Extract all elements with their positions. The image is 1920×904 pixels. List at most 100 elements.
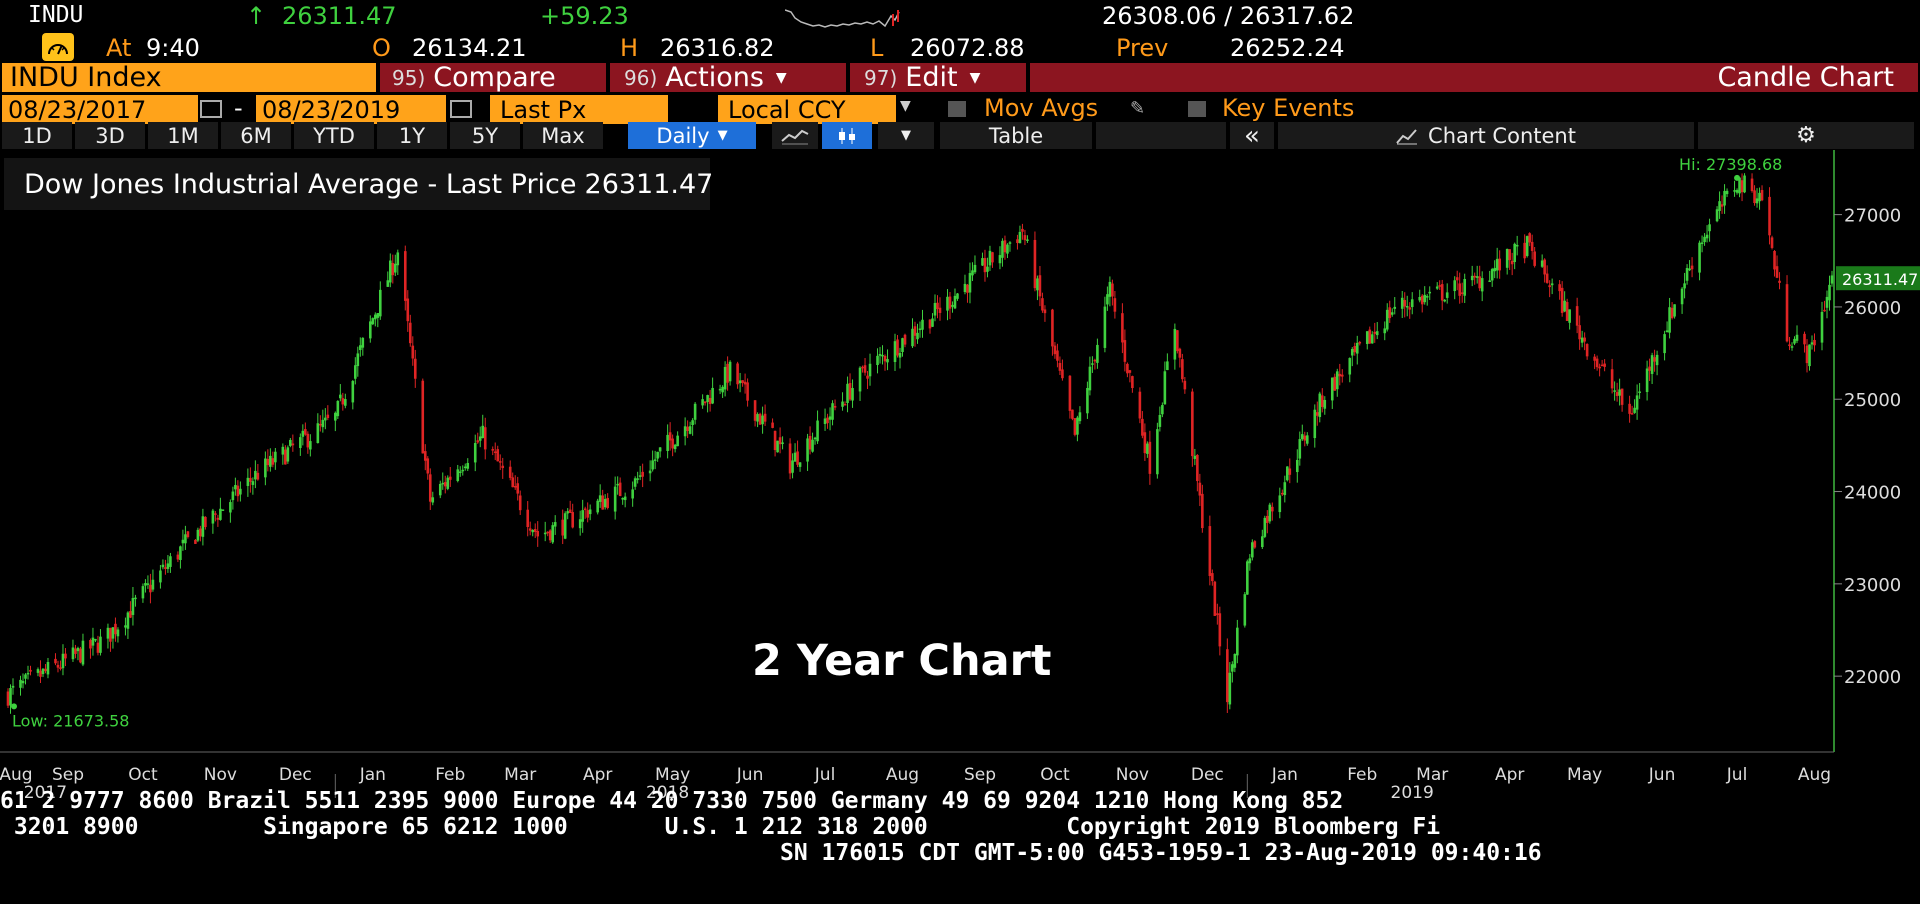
end-date-field[interactable]: 08/23/2019 (256, 95, 446, 124)
collapse-button[interactable]: « (1230, 121, 1274, 151)
candle-body (186, 531, 190, 538)
candle-body (1056, 350, 1059, 361)
candle-body (356, 353, 360, 367)
candle-body (651, 460, 654, 470)
candle-body (61, 653, 65, 669)
chevron-down-icon[interactable]: ▼ (900, 98, 911, 114)
candle-body (1076, 417, 1079, 435)
key-events-label[interactable]: Key Events (1222, 94, 1355, 122)
chevron-down-icon: ▼ (969, 69, 981, 86)
range-max[interactable]: Max (523, 122, 603, 149)
range-1d[interactable]: 1D (2, 122, 72, 149)
candle-body (1480, 278, 1484, 292)
line-chart-icon[interactable] (772, 122, 818, 149)
table-button[interactable]: Table (940, 122, 1092, 149)
candle-body (1705, 234, 1709, 239)
pencil-icon[interactable]: ✎ (1130, 98, 1146, 119)
candle-body (691, 420, 694, 426)
candle-body (1211, 573, 1214, 582)
candle-body (428, 474, 432, 502)
range-5y[interactable]: 5Y (450, 122, 520, 149)
price-field-select[interactable]: Last Px (490, 95, 668, 124)
candle-body (426, 458, 430, 474)
candle-body (326, 414, 330, 419)
candle-body (1508, 249, 1511, 261)
calendar-icon[interactable] (200, 100, 222, 118)
candle-body (636, 478, 639, 480)
last-price-tag-label: 26311.47 (1842, 270, 1918, 289)
hi-label: Hi: 27398.68 (1679, 155, 1782, 174)
candle-body (371, 318, 375, 325)
candle-body (898, 352, 902, 358)
candle-body (878, 354, 882, 356)
candle-body (616, 483, 619, 486)
compare-button[interactable]: 95) Compare (380, 62, 606, 93)
candle-body (1600, 364, 1604, 367)
candle-body (1453, 280, 1457, 292)
candle-body (1091, 363, 1094, 365)
range-1y[interactable]: 1Y (377, 122, 447, 149)
candle-body (236, 485, 240, 497)
chart-options-dropdown[interactable]: ▼ (878, 122, 934, 149)
candle-body (1183, 380, 1187, 390)
x-tick-label: Aug (1798, 765, 1831, 785)
range-6m[interactable]: 6M (221, 122, 291, 149)
candle-body (1368, 329, 1372, 344)
mov-avgs-checkbox[interactable] (948, 101, 966, 117)
calendar-icon[interactable] (450, 100, 472, 118)
candle-body (406, 298, 410, 322)
candle-body (1778, 280, 1781, 283)
candle-body (688, 426, 692, 434)
candle-body (1683, 283, 1686, 289)
candle-body (728, 361, 732, 382)
candle-body (1156, 429, 1159, 475)
candle-body (1703, 236, 1706, 243)
candle-body (388, 260, 392, 283)
candle-body (264, 458, 267, 478)
candle-body (1078, 412, 1082, 422)
actions-button[interactable]: 96) Actions ▼ (610, 62, 846, 93)
candle-body (1283, 482, 1287, 496)
candle-body (596, 500, 599, 513)
period-select[interactable]: Daily ▼ (628, 122, 756, 149)
gear-icon[interactable]: ⚙ (1698, 122, 1914, 149)
candle-body (1598, 366, 1601, 369)
security-field[interactable]: INDU Index (2, 62, 376, 93)
candle-body (1163, 371, 1167, 405)
candle-body (411, 345, 415, 359)
start-date-field[interactable]: 08/23/2017 (2, 95, 198, 124)
alert-icon[interactable] (42, 33, 74, 61)
candle-body (1563, 300, 1566, 312)
candle-body (1335, 371, 1339, 390)
candle-body (1058, 362, 1062, 371)
candle-body (1126, 363, 1129, 374)
candle-body (618, 482, 622, 497)
candle-body (953, 295, 957, 309)
range-3d[interactable]: 3D (75, 122, 145, 149)
edit-button[interactable]: 97) Edit ▼ (850, 62, 1026, 93)
range-ytd[interactable]: YTD (294, 122, 374, 149)
range-1m[interactable]: 1M (148, 122, 218, 149)
candle-body (1088, 366, 1092, 391)
candle-body (79, 648, 82, 663)
candle-body (393, 263, 397, 273)
candle-body (738, 380, 742, 384)
candle-body (1760, 190, 1764, 201)
candle-body (1610, 369, 1614, 389)
key-events-checkbox[interactable] (1188, 101, 1206, 117)
candle-body (359, 345, 362, 351)
candle-chart-icon[interactable] (822, 122, 872, 149)
currency-select[interactable]: Local CCY (718, 95, 896, 124)
candle-body (868, 363, 872, 377)
candle-body (1385, 309, 1389, 330)
candle-body (1268, 504, 1272, 522)
chart-content-button[interactable]: Chart Content (1278, 122, 1694, 149)
candle-body (1166, 361, 1169, 371)
mov-avgs-label[interactable]: Mov Avgs (984, 94, 1099, 122)
candle-body (831, 403, 834, 420)
candle-body (603, 498, 607, 508)
candle-body (319, 423, 322, 426)
candle-chart[interactable]: 22000 23000 24000 25000 26000 27000 Hi: 27398.… (0, 150, 1920, 800)
candle-body (706, 395, 709, 402)
candle-body (1111, 283, 1114, 297)
